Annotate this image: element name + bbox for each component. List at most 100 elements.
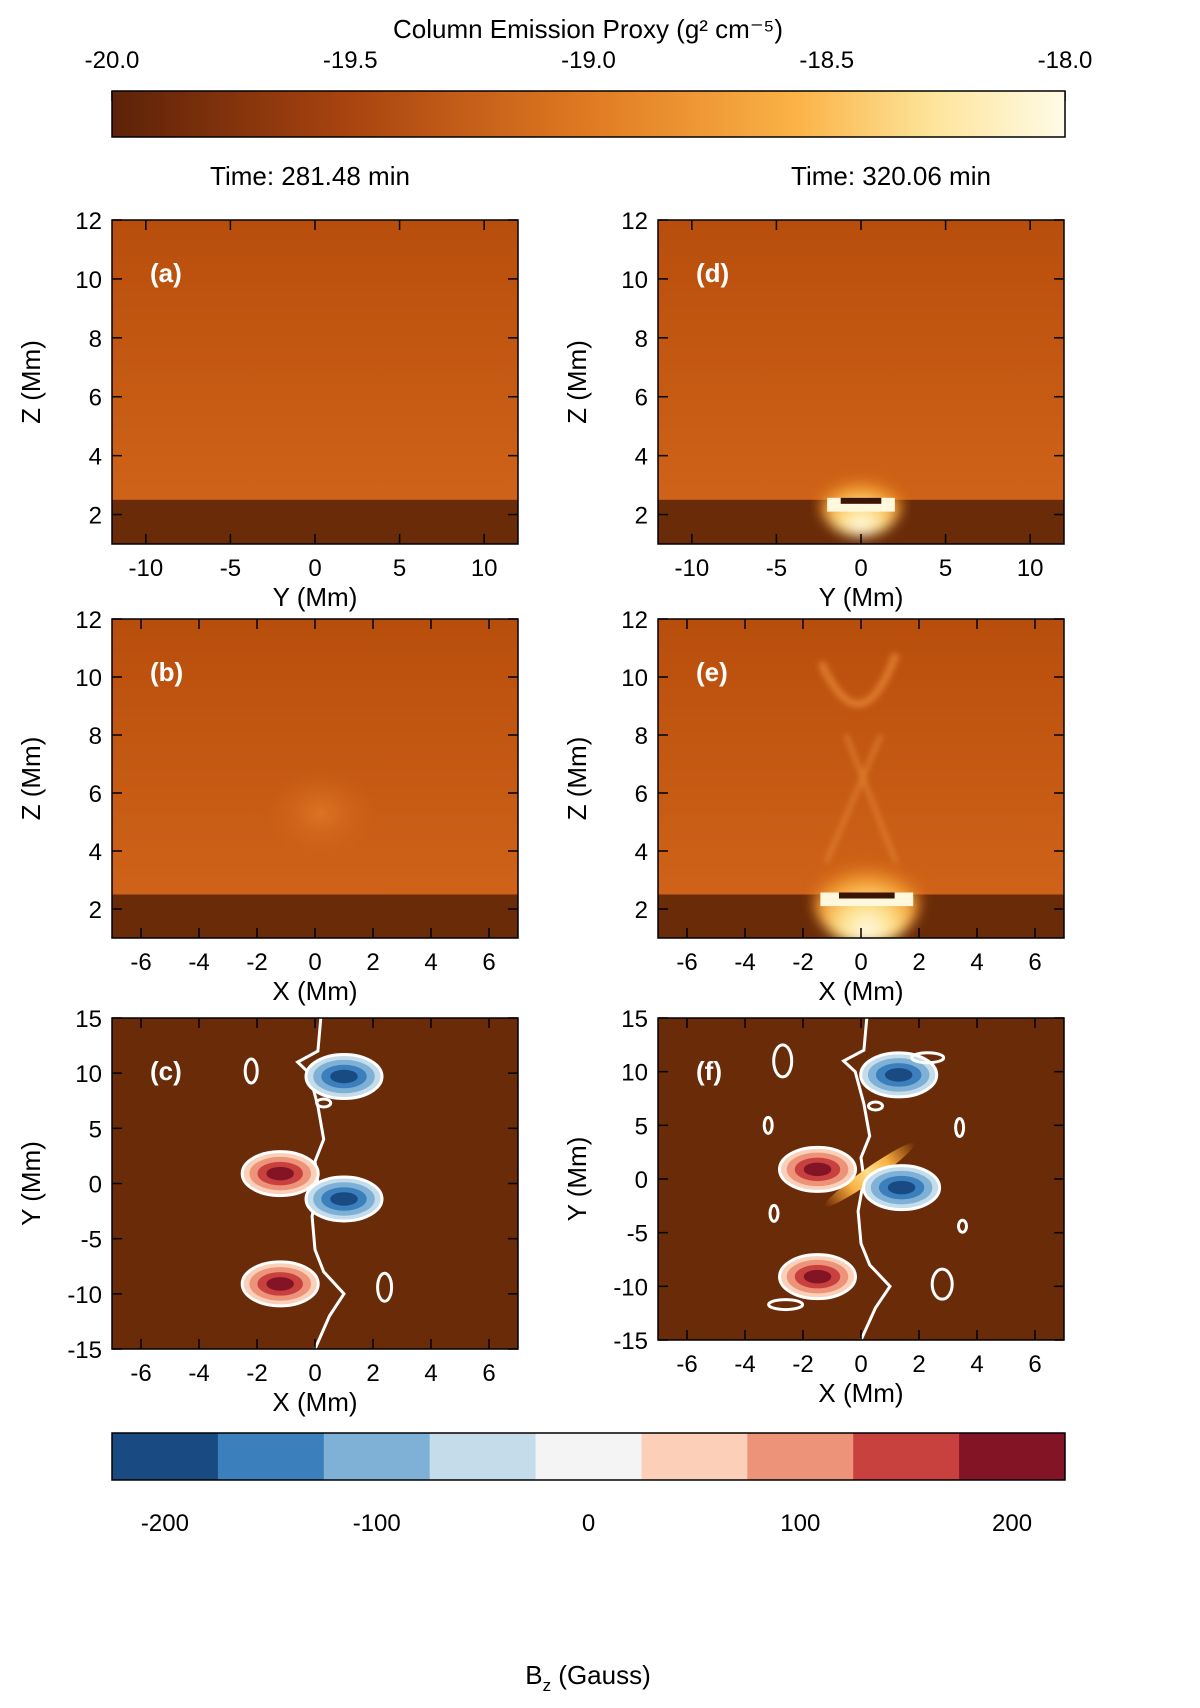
footpoint-brightening [812, 843, 922, 938]
bz-colorbar-segment [429, 1433, 537, 1480]
panel-label: (f) [696, 1056, 722, 1086]
x-tick-label: 0 [854, 1351, 867, 1378]
bottom-colorbar: -200 -100 0 100 200 Bz (Gauss) [111, 1432, 1066, 1695]
y-tick-label: 10 [75, 1061, 102, 1088]
panel-d: -10 -5 0 5 10 2 4 6 8 10 12 Y (Mm) Z (Mm) (d) [562, 208, 1065, 612]
positive-polarity [240, 1260, 320, 1308]
x-tick-label: 4 [970, 1351, 983, 1378]
bz-colorbar-segment [535, 1433, 642, 1480]
y-tick-label: 2 [635, 897, 648, 924]
x-tick-label: -6 [130, 1360, 151, 1387]
top-colorbar-tick-label: -19.0 [561, 47, 616, 74]
y-axis-label: Z (Mm) [16, 737, 46, 821]
x-tick-label: -6 [676, 1351, 697, 1378]
y-tick-label: 6 [635, 385, 648, 412]
bz-colorbar-frame [111, 1432, 1066, 1481]
y-tick-label: 10 [621, 665, 648, 692]
x-tick-label: -2 [792, 949, 813, 976]
bz-contour-loop [243, 1057, 259, 1085]
x-tick-label: 10 [1017, 555, 1044, 582]
top-colorbar-title: Column Emission Proxy (g² cm⁻⁵) [393, 14, 783, 44]
bz-colorbar-segment [112, 1433, 219, 1480]
x-tick-label: -5 [220, 555, 241, 582]
top-colorbar-tick-label: -20.0 [85, 47, 140, 74]
panel-axes: -6 -4 -2 0 2 4 6 -15 -10 -5 0 5 10 15 X (Mm) Y (Mm) [16, 1006, 518, 1417]
positive-polarity [240, 1150, 320, 1198]
y-tick-label: 12 [75, 607, 102, 634]
y-tick-label: 2 [635, 503, 648, 530]
bz-contour-loop [768, 1203, 780, 1223]
y-tick-label: 10 [621, 1060, 648, 1087]
panel-label: (e) [696, 657, 728, 687]
bz-colorbar-segment [959, 1433, 1066, 1480]
y-tick-label: 12 [621, 208, 648, 235]
x-tick-label: -4 [734, 949, 755, 976]
y-tick-label: 6 [89, 385, 102, 412]
y-tick-label: 12 [75, 208, 102, 235]
x-tick-label: 10 [471, 555, 498, 582]
y-tick-label: 2 [89, 503, 102, 530]
top-colorbar-tick-label: -19.5 [323, 47, 378, 74]
x-axis-label: X (Mm) [818, 1378, 903, 1408]
bz-contour-loop [910, 1051, 946, 1065]
bz-colorbar-segment [323, 1433, 431, 1480]
bz-colorbar-segment [853, 1433, 960, 1480]
bz-colorbar-tick-label: 100 [780, 1510, 820, 1537]
panel-axes: -6 -4 -2 0 2 4 6 2 4 6 8 10 12 X (Mm) Z (Mm) [16, 607, 518, 1006]
x-tick-label: 5 [939, 555, 952, 582]
x-tick-label: 4 [424, 949, 437, 976]
y-tick-label: 8 [635, 326, 648, 353]
x-tick-label: 2 [366, 949, 379, 976]
x-tick-label: 4 [970, 949, 983, 976]
panel-e: -6 -4 -2 0 2 4 6 2 4 6 8 10 12 X (Mm) Z (Mm) (e) [562, 607, 1065, 1006]
x-tick-label: 0 [308, 949, 321, 976]
x-tick-label: 0 [854, 555, 867, 582]
corona-background [112, 220, 518, 544]
polarity-inversion-line [841, 1018, 892, 1340]
x-tick-label: -4 [734, 1351, 755, 1378]
negative-polarity [304, 1175, 384, 1223]
bz-colorbar-tick-label: -200 [141, 1510, 189, 1537]
x-tick-label: 2 [366, 1360, 379, 1387]
y-tick-label: 12 [621, 607, 648, 634]
y-tick-label: 15 [75, 1006, 102, 1033]
panel-image [112, 1018, 518, 1349]
x-tick-label: -2 [246, 1360, 267, 1387]
y-tick-label: 4 [635, 444, 648, 471]
bz-colorbar-label: Bz (Gauss) [525, 1660, 651, 1695]
bz-contour-loop [772, 1043, 794, 1079]
x-tick-label: 2 [912, 949, 925, 976]
negative-polarity [859, 1051, 939, 1099]
panel-label: (d) [696, 258, 729, 288]
panel-axes: -6 -4 -2 0 2 4 6 -15 -10 -5 0 5 10 15 X (Mm) Y (Mm) [562, 1006, 1064, 1408]
panel-image [658, 220, 1064, 544]
x-tick-label: -2 [246, 949, 267, 976]
y-axis-label: Y (Mm) [16, 1141, 46, 1226]
x-axis-label: X (Mm) [272, 976, 357, 1006]
panel-image [658, 619, 1064, 938]
faint-loop-emission [265, 768, 376, 859]
x-tick-label: 6 [482, 1360, 495, 1387]
y-tick-label: 5 [89, 1116, 102, 1143]
x-tick-label: 2 [912, 1351, 925, 1378]
y-tick-label: 4 [89, 444, 102, 471]
y-tick-label: 0 [635, 1167, 648, 1194]
y-tick-label: 2 [89, 897, 102, 924]
y-tick-label: 15 [621, 1006, 648, 1033]
panel-label: (a) [150, 258, 182, 288]
y-tick-label: 8 [89, 723, 102, 750]
y-tick-label: -5 [627, 1221, 648, 1248]
positive-polarity [778, 1253, 857, 1301]
top-colorbar-tick-label: -18.5 [799, 47, 854, 74]
panel-axes: -10 -5 0 5 10 2 4 6 8 10 12 Y (Mm) Z (Mm) [16, 208, 518, 612]
panel-label: (b) [150, 657, 183, 687]
panel-a: -10 -5 0 5 10 2 4 6 8 10 12 Y (Mm) Z (Mm) (a) [16, 208, 519, 612]
y-tick-label: 5 [635, 1113, 648, 1140]
bz-contour-loop [376, 1271, 394, 1303]
x-tick-label: 4 [424, 1360, 437, 1387]
top-colorbar: Column Emission Proxy (g² cm⁻⁵) -20.0 -19… [85, 14, 1092, 138]
panel-image [658, 1018, 1064, 1340]
bz-colorbar-segment [747, 1433, 854, 1480]
bz-colorbar-bar [111, 1432, 1066, 1481]
